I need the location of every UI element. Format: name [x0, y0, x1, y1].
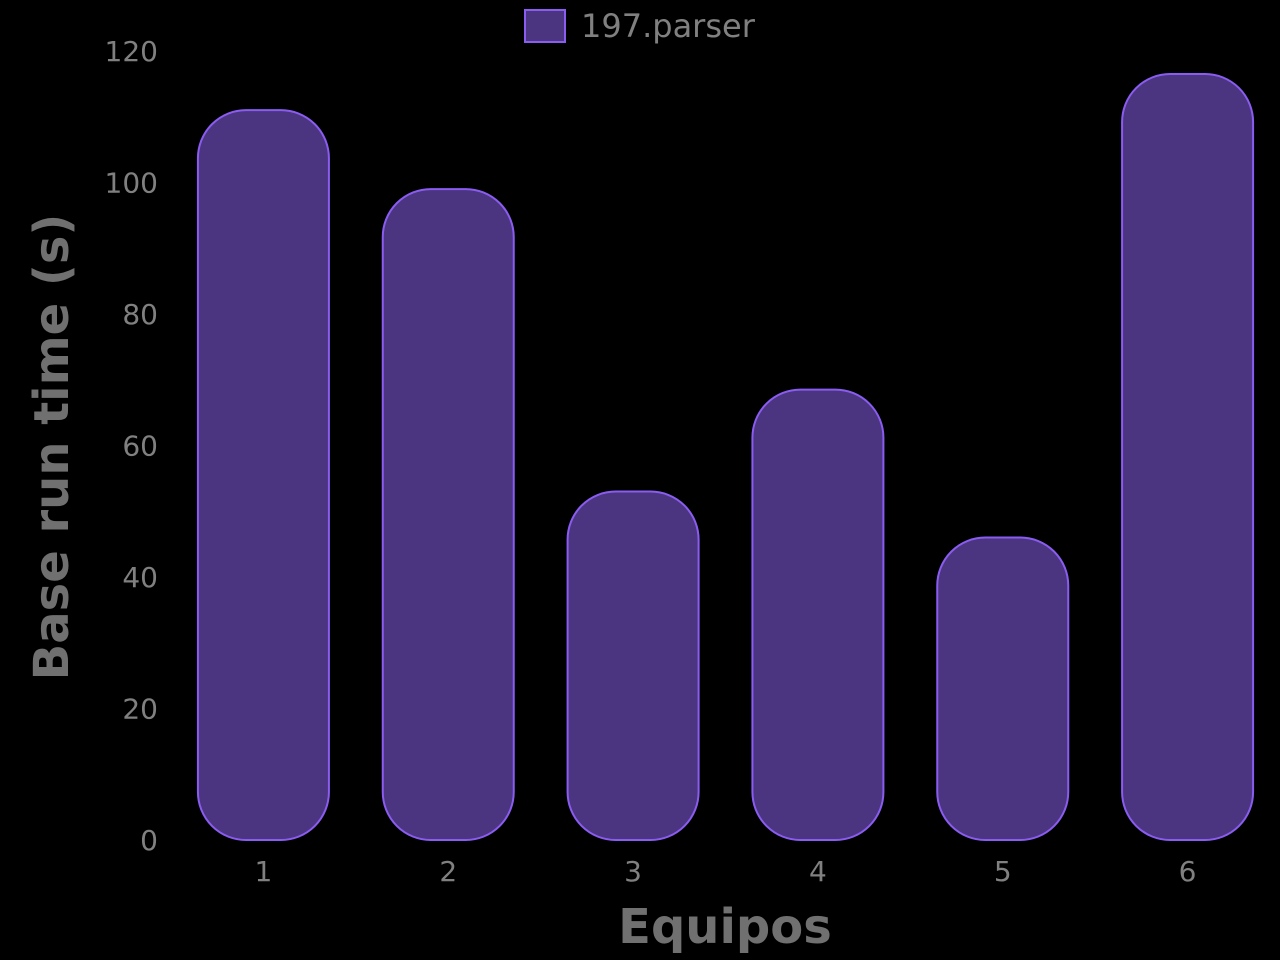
bar-2	[381, 188, 515, 841]
y-axis-title: Base run time (s)	[24, 214, 80, 681]
y-tick-label-80: 80	[122, 298, 158, 331]
bar-3	[566, 490, 700, 841]
legend-swatch	[524, 9, 566, 43]
legend-label: 197.parser	[581, 7, 756, 45]
y-tick-label-120: 120	[105, 35, 158, 68]
y-tick-label-20: 20	[122, 693, 158, 726]
x-tick-label-4: 4	[809, 855, 827, 888]
x-tick-label-6: 6	[1179, 855, 1197, 888]
legend: 197.parser	[524, 7, 756, 45]
x-tick-label-2: 2	[439, 855, 457, 888]
x-axis-ticks: 1 2 3 4 5 6	[255, 855, 1197, 888]
y-tick-label-60: 60	[122, 430, 158, 463]
bar-4	[751, 388, 885, 841]
x-tick-label-1: 1	[255, 855, 273, 888]
x-tick-label-3: 3	[624, 855, 642, 888]
bar-5	[936, 536, 1070, 841]
x-axis-title: Equipos	[618, 899, 832, 955]
y-tick-label-100: 100	[105, 167, 158, 200]
bar-6	[1121, 73, 1255, 841]
y-tick-label-40: 40	[122, 561, 158, 594]
x-tick-label-5: 5	[994, 855, 1012, 888]
y-axis-ticks: 0 20 40 60 80 100 120	[105, 35, 158, 857]
y-tick-label-0: 0	[140, 824, 158, 857]
bar-1	[196, 109, 330, 842]
bars	[196, 73, 1255, 842]
